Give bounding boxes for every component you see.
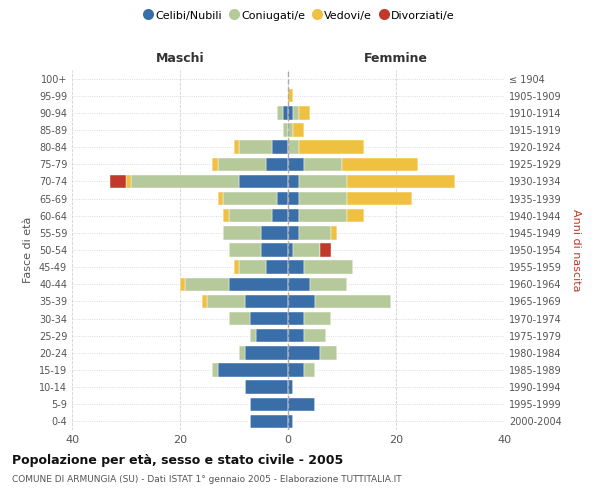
Bar [180, 278, 185, 291]
Bar [239, 140, 272, 154]
Text: Popolazione per età, sesso e stato civile - 2005: Popolazione per età, sesso e stato civil… [12, 454, 343, 467]
Bar [229, 312, 250, 326]
Bar [288, 346, 320, 360]
Legend: Celibi/Nubili, Coniugati/e, Vedovi/e, Divorziati/e: Celibi/Nubili, Coniugati/e, Vedovi/e, Di… [141, 6, 459, 25]
Bar [320, 346, 337, 360]
Bar [218, 158, 266, 171]
Bar [288, 226, 299, 239]
Bar [304, 158, 342, 171]
Bar [288, 380, 293, 394]
Bar [110, 174, 126, 188]
Bar [299, 226, 331, 239]
Bar [229, 278, 288, 291]
Bar [293, 106, 299, 120]
Bar [229, 244, 261, 256]
Bar [212, 364, 218, 376]
Bar [304, 329, 326, 342]
Bar [277, 106, 283, 120]
Bar [261, 226, 288, 239]
Bar [283, 124, 288, 136]
Bar [288, 174, 299, 188]
Bar [185, 278, 229, 291]
Bar [288, 414, 293, 428]
Bar [315, 294, 391, 308]
Bar [218, 192, 223, 205]
Bar [245, 294, 288, 308]
Bar [239, 346, 245, 360]
Bar [342, 158, 418, 171]
Bar [218, 364, 288, 376]
Bar [288, 209, 299, 222]
Bar [288, 312, 304, 326]
Bar [288, 140, 299, 154]
Bar [347, 174, 455, 188]
Bar [277, 192, 288, 205]
Bar [202, 294, 207, 308]
Bar [229, 209, 272, 222]
Bar [250, 414, 288, 428]
Bar [245, 346, 288, 360]
Bar [320, 244, 331, 256]
Bar [299, 174, 347, 188]
Bar [250, 398, 288, 411]
Bar [266, 260, 288, 274]
Bar [347, 209, 364, 222]
Bar [288, 278, 310, 291]
Bar [304, 312, 331, 326]
Bar [234, 260, 239, 274]
Bar [304, 260, 353, 274]
Bar [299, 209, 347, 222]
Bar [293, 124, 304, 136]
Bar [288, 244, 293, 256]
Bar [126, 174, 131, 188]
Bar [266, 158, 288, 171]
Bar [234, 140, 239, 154]
Bar [272, 140, 288, 154]
Bar [304, 364, 315, 376]
Bar [250, 329, 256, 342]
Bar [212, 158, 218, 171]
Bar [261, 244, 288, 256]
Bar [288, 294, 315, 308]
Bar [288, 158, 304, 171]
Bar [310, 278, 347, 291]
Bar [331, 226, 337, 239]
Text: COMUNE DI ARMUNGIA (SU) - Dati ISTAT 1° gennaio 2005 - Elaborazione TUTTITALIA.I: COMUNE DI ARMUNGIA (SU) - Dati ISTAT 1° … [12, 475, 401, 484]
Bar [223, 226, 261, 239]
Bar [256, 329, 288, 342]
Bar [283, 106, 288, 120]
Bar [207, 294, 245, 308]
Y-axis label: Anni di nascita: Anni di nascita [571, 209, 581, 291]
Bar [223, 209, 229, 222]
Bar [299, 192, 347, 205]
Bar [131, 174, 239, 188]
Text: Maschi: Maschi [155, 52, 205, 64]
Bar [288, 89, 293, 102]
Bar [239, 174, 288, 188]
Bar [299, 106, 310, 120]
Bar [288, 124, 293, 136]
Bar [293, 244, 320, 256]
Bar [288, 260, 304, 274]
Bar [288, 364, 304, 376]
Bar [223, 192, 277, 205]
Bar [239, 260, 266, 274]
Bar [288, 106, 293, 120]
Bar [288, 329, 304, 342]
Bar [245, 380, 288, 394]
Text: Femmine: Femmine [364, 52, 428, 64]
Y-axis label: Fasce di età: Fasce di età [23, 217, 33, 283]
Bar [299, 140, 364, 154]
Bar [288, 398, 315, 411]
Bar [272, 209, 288, 222]
Bar [347, 192, 412, 205]
Bar [288, 192, 299, 205]
Bar [250, 312, 288, 326]
